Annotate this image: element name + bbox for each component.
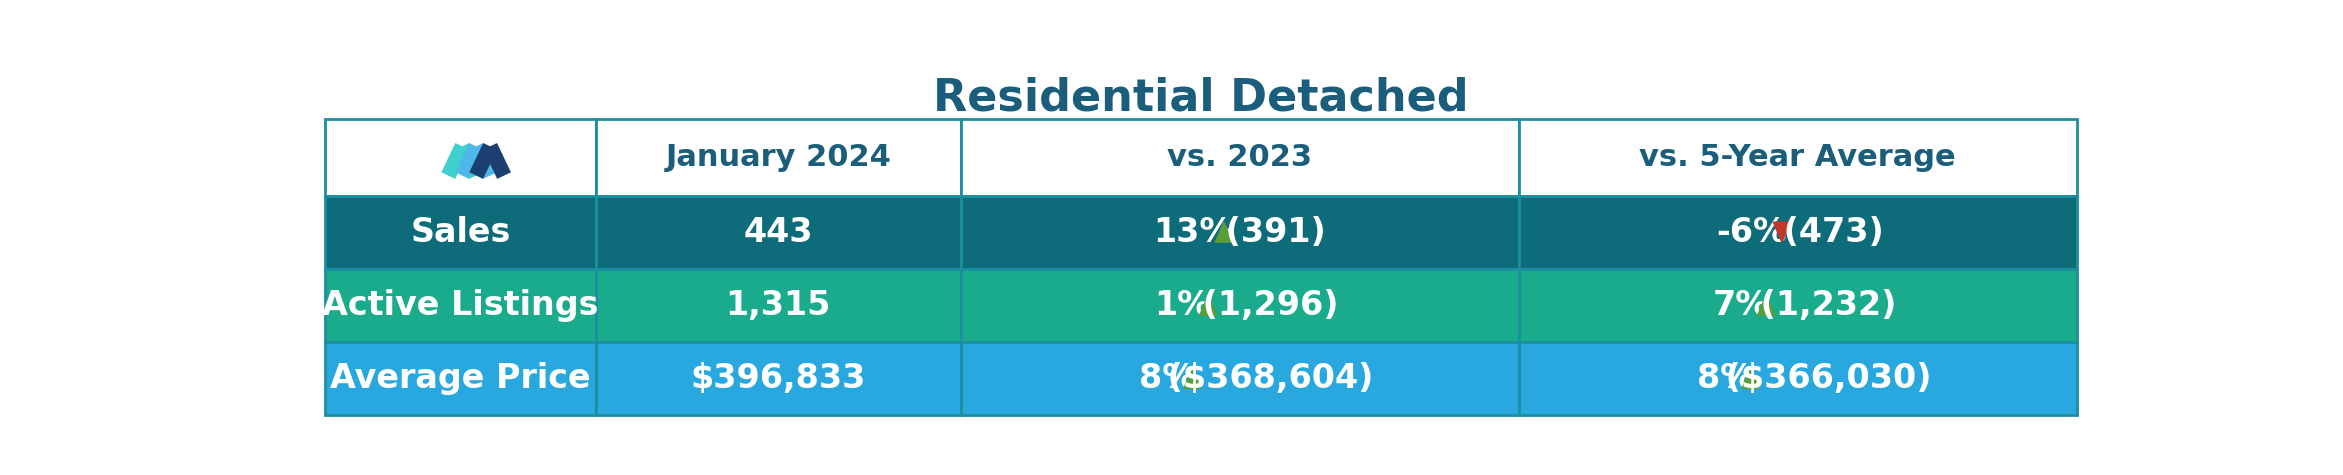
Text: January 2024: January 2024: [665, 142, 890, 171]
Polygon shape: [1741, 369, 1760, 389]
Text: vs. 2023: vs. 2023: [1167, 142, 1312, 171]
Polygon shape: [1757, 295, 1774, 315]
Text: (473): (473): [1771, 216, 1884, 249]
Polygon shape: [1216, 222, 1232, 242]
Bar: [961, 119, 1518, 196]
Text: ($368,604): ($368,604): [1155, 362, 1373, 395]
Text: 7%: 7%: [1713, 289, 1769, 322]
Polygon shape: [1200, 295, 1216, 315]
Bar: [595, 342, 961, 415]
Bar: [326, 119, 595, 196]
Polygon shape: [1183, 369, 1202, 389]
Bar: [326, 342, 595, 415]
Bar: [326, 269, 595, 342]
Bar: [1518, 269, 2076, 342]
Text: Sales: Sales: [410, 216, 511, 249]
Text: $396,833: $396,833: [691, 362, 867, 395]
Text: Residential Detached: Residential Detached: [933, 76, 1469, 119]
Bar: [961, 342, 1518, 415]
Bar: [595, 196, 961, 269]
Text: -6%: -6%: [1715, 216, 1788, 249]
Bar: [595, 119, 961, 196]
Polygon shape: [1774, 222, 1790, 242]
Bar: [1518, 342, 2076, 415]
Text: ($366,030): ($366,030): [1715, 362, 1931, 395]
Bar: [595, 269, 961, 342]
Text: (391): (391): [1214, 216, 1326, 249]
Bar: [961, 269, 1518, 342]
Text: Average Price: Average Price: [330, 362, 590, 395]
Text: 1%: 1%: [1155, 289, 1211, 322]
Text: 1,315: 1,315: [726, 289, 832, 322]
Text: Active Listings: Active Listings: [323, 289, 600, 322]
Text: 443: 443: [743, 216, 813, 249]
Bar: [326, 196, 595, 269]
Bar: [1518, 196, 2076, 269]
Text: vs. 5-Year Average: vs. 5-Year Average: [1640, 142, 1956, 171]
Bar: [961, 196, 1518, 269]
Text: (1,232): (1,232): [1748, 289, 1895, 322]
Text: 8%: 8%: [1139, 362, 1195, 395]
Text: (1,296): (1,296): [1190, 289, 1338, 322]
Text: 13%: 13%: [1153, 216, 1232, 249]
Text: 8%: 8%: [1696, 362, 1753, 395]
Bar: [1518, 119, 2076, 196]
